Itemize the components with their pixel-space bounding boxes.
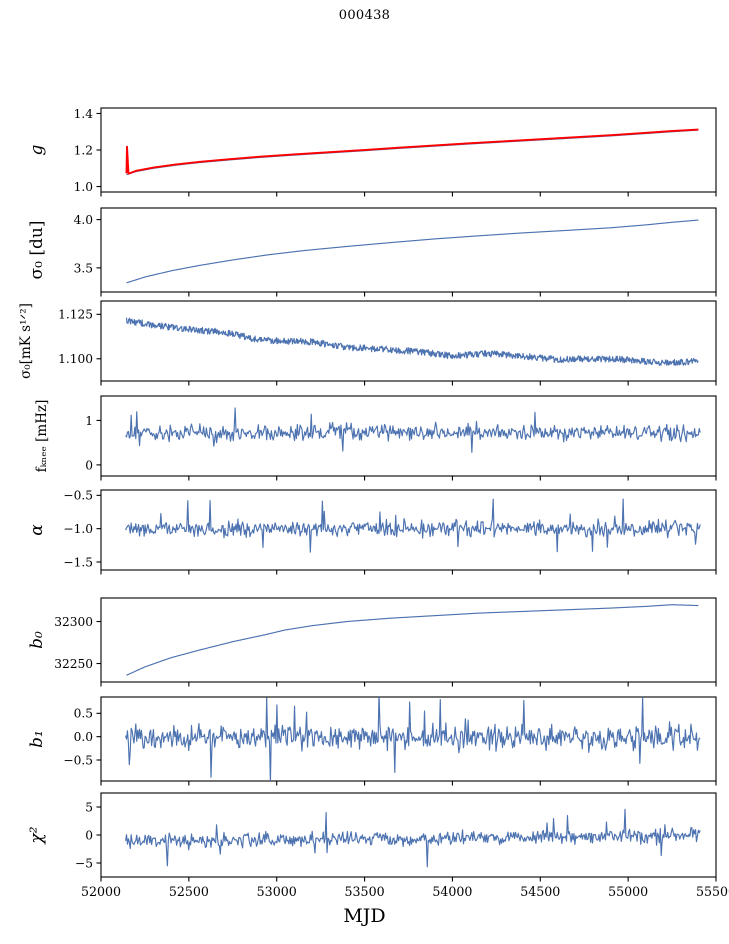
- panel-3-sigma0-mk: 1.100 1.125 σ₀[mK s¹ᐟ²]: [18, 300, 717, 386]
- panel-7-b1: −0.5 0.0 0.5 b₁: [27, 696, 717, 786]
- series-sigma0-mk: [125, 317, 699, 366]
- y-tick-label: 5: [85, 800, 93, 814]
- panel-frame: [100, 395, 717, 477]
- panel-frame: [100, 300, 717, 382]
- y-tick-label: 0: [85, 828, 93, 842]
- x-tick-label: 54000: [432, 884, 472, 899]
- y-axis-label-panel-4: fₖₙₑₑ [mHz]: [34, 400, 50, 473]
- y-tick-label: 0.5: [74, 707, 93, 721]
- series-b0: [126, 604, 699, 676]
- y-tick-label: 1.125: [58, 308, 93, 322]
- series-alpha: [125, 498, 701, 553]
- y-axis-label-panel-8: χ²: [27, 826, 47, 844]
- x-tick-label: 52000: [81, 884, 121, 899]
- panel-4-f-knee: 0 1 fₖₙₑₑ [mHz]: [34, 395, 717, 481]
- panel-6-b0: 32250 32300 b₀: [27, 597, 717, 687]
- panel-frame: [100, 597, 717, 683]
- y-axis-label-panel-7: b₁: [27, 730, 47, 748]
- y-tick-label: 0: [85, 458, 93, 472]
- panel-2-sigma0-du: 3.5 4.0 σ₀ [du]: [27, 207, 717, 297]
- y-tick-label: 1.0: [74, 180, 93, 194]
- panel-5-alpha: −0.5 −1.0 −1.5 α: [27, 489, 717, 575]
- panel-frame: [100, 792, 717, 878]
- y-tick-label: −1.5: [63, 555, 93, 569]
- x-tick-label: 54500: [520, 884, 560, 899]
- y-axis-label-panel-6: b₀: [27, 631, 47, 649]
- y-tick-label: 32300: [54, 615, 93, 629]
- y-axis-label-panel-3: σ₀[mK s¹ᐟ²]: [18, 303, 34, 379]
- panel-8-chi2: −5 0 5 χ² 52000 52500 53000 53500 54000 54500 5500…: [27, 792, 729, 899]
- panel-1-gain-smooth: 1.0 1.2 1.4 g: [27, 107, 717, 197]
- x-tick-label: 55500: [696, 884, 729, 899]
- panel-frame: [100, 107, 717, 193]
- series-f-knee: [125, 407, 701, 453]
- x-tick-label: 55000: [608, 884, 648, 899]
- y-tick-label: −5: [75, 856, 93, 870]
- y-tick-label: −0.5: [63, 753, 93, 767]
- x-axis-label: MJD: [343, 905, 386, 927]
- y-tick-label: 0.0: [74, 730, 93, 744]
- y-axis-label-panel-1: g: [27, 144, 47, 155]
- panel-frame: [100, 207, 717, 293]
- figure-title: 000438: [338, 8, 391, 23]
- y-tick-label: 1.100: [58, 352, 93, 366]
- y-axis-label-panel-5: α: [27, 524, 47, 536]
- y-tick-label: 3.5: [74, 261, 93, 275]
- x-tick-label: 53500: [345, 884, 385, 899]
- series-chi2: [125, 808, 701, 868]
- series-b1: [125, 697, 701, 781]
- y-tick-label: 1: [85, 414, 93, 428]
- series-sigma0-du: [126, 219, 699, 284]
- y-tick-label: 4.0: [74, 213, 93, 227]
- y-tick-label: −1.0: [63, 522, 93, 536]
- y-tick-label: 1.2: [74, 143, 93, 157]
- series-gain-raw: [125, 128, 699, 175]
- y-tick-label: −0.5: [63, 489, 93, 503]
- x-tick-label: 53000: [257, 884, 297, 899]
- y-tick-label: 1.4: [74, 107, 94, 121]
- y-axis-label-panel-2: σ₀ [du]: [27, 221, 47, 280]
- x-tick-label: 52500: [169, 884, 209, 899]
- y-tick-label: 32250: [54, 657, 93, 671]
